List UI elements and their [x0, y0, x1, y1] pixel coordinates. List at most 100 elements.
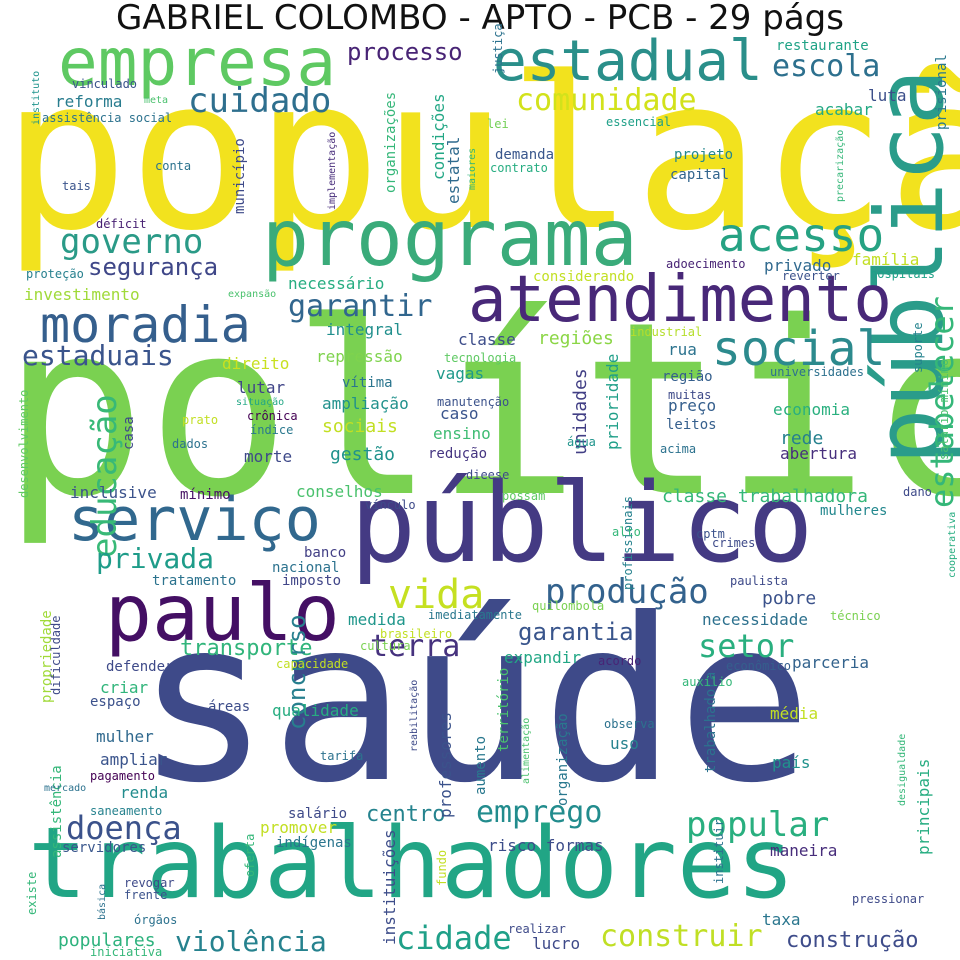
word-cptm: cptm — [696, 527, 725, 541]
word-casa: casa — [121, 416, 137, 450]
word-producao: produção — [545, 572, 709, 612]
word-sociais: sociais — [322, 416, 398, 437]
word-tais: tais — [62, 179, 91, 193]
word-pais: país — [772, 753, 811, 772]
page-title: GABRIEL COLOMBO - APTO - PCB - 29 págs — [116, 0, 844, 38]
word-medida: medida — [348, 610, 406, 629]
word-direito: direito — [222, 354, 290, 373]
word-necessidade: necessidade — [702, 610, 808, 629]
word-alimentacao: alimentação — [521, 717, 532, 784]
word-governo: governo — [60, 222, 204, 262]
word-qualidade: qualidade — [272, 701, 359, 720]
word-dados: dados — [172, 437, 209, 451]
word-acabar: acabar — [815, 100, 873, 119]
word-estadual: estadual — [493, 29, 763, 94]
word-abertura: abertura — [780, 444, 858, 463]
word-inclusive: inclusive — [70, 483, 157, 502]
word-alto: alto — [612, 525, 641, 539]
word-classe: classe — [458, 330, 516, 349]
word-cultura: cultura — [360, 639, 411, 653]
word-manutencao: manutenção — [437, 395, 510, 409]
word-lutar: lutar — [237, 378, 286, 397]
word-assistencia: assistência — [49, 765, 65, 858]
word-empresa: empresa — [58, 24, 337, 101]
word-principais: principais — [914, 758, 933, 855]
word-indice: índice — [250, 423, 294, 437]
word-emprego: emprego — [476, 795, 603, 830]
word-tarifa: tarifa — [320, 749, 364, 763]
word-vagas: vagas — [436, 364, 485, 383]
word-desigualdade: desigualdade — [897, 733, 908, 806]
word-caso: caso — [440, 404, 479, 423]
word-espaco: espaço — [90, 694, 141, 710]
word-organizacao: organização — [555, 713, 571, 806]
word-privada: privada — [96, 542, 215, 575]
word-nacional: nacional — [272, 560, 340, 576]
word-dieese: dieese — [466, 468, 510, 482]
word-dano: dano — [903, 485, 932, 499]
word-mulher: mulher — [96, 727, 154, 746]
word-existe: existe — [25, 871, 39, 915]
word-maiores: maiores — [467, 147, 478, 190]
word-regioes: regiões — [538, 328, 614, 349]
word-reducao: redução — [428, 446, 488, 462]
word-prioridade: prioridade — [603, 353, 622, 450]
word-considerando: considerando — [533, 269, 635, 285]
word-capital: capital — [670, 167, 730, 183]
word-servico: serviço — [68, 485, 321, 555]
word-educacao: educação — [85, 394, 125, 558]
word-rua: rua — [668, 340, 697, 359]
word-muitas: muitas — [668, 388, 712, 402]
word-cuidado: cuidado — [188, 81, 332, 121]
word-maneira: maneira — [770, 841, 838, 860]
word-situacao: situação — [236, 397, 285, 408]
word-tecnico: técnico — [830, 609, 881, 623]
word-meta: meta — [144, 95, 169, 106]
word-professores: professores — [436, 712, 455, 818]
word-imposto: imposto — [282, 573, 342, 589]
word-implementacao: implementação — [327, 131, 338, 210]
word-comunidade: comunidade — [516, 83, 697, 118]
word-universidades: universidades — [770, 365, 864, 379]
word-contrato: contrato — [490, 161, 548, 175]
word-trabalhadores: trabalhadores — [28, 807, 796, 921]
word-expandir: expandir — [504, 648, 582, 667]
word-aumento: aumento — [473, 735, 489, 795]
word-leitos: leitos — [666, 417, 717, 433]
word-saude: saúde — [135, 571, 813, 833]
word-desenvolvimento: desenvolvimento — [17, 389, 31, 498]
word-uso: uso — [610, 734, 639, 753]
word-renda: renda — [120, 783, 169, 802]
word-restaurante: restaurante — [776, 38, 869, 54]
word-risco-formas: risco formas — [488, 836, 604, 855]
word-municipio: município — [232, 138, 248, 214]
word-demanda: demanda — [495, 147, 555, 163]
word-populares: populares — [58, 930, 156, 951]
word-organizacoes: organizações — [383, 91, 399, 193]
word-acordo: acordo — [598, 654, 642, 668]
word-terra: terra — [370, 629, 461, 664]
word-minimo: mínimo — [180, 487, 231, 503]
word-adoecimento: adoecimento — [666, 257, 746, 271]
word-garantia: garantia — [518, 618, 634, 646]
word-realizar: realizar — [508, 922, 566, 936]
word-observa: observa — [604, 717, 655, 731]
word-essencial: essencial — [606, 115, 672, 129]
word-mulheres: mulheres — [820, 503, 888, 519]
word-capacidade: capacidade — [276, 657, 349, 671]
word-conselhos: conselhos — [296, 482, 383, 501]
word-construcao: construção — [786, 928, 919, 953]
word-precarizacao: precarização — [835, 129, 846, 202]
word-tecnologia: tecnologia — [444, 351, 517, 365]
word-media: média — [770, 704, 819, 723]
word-ensino: ensino — [433, 424, 491, 443]
word-projeto: projeto — [674, 147, 734, 163]
word-acesso: acesso — [718, 208, 885, 262]
word-brasileiro: brasileiro — [380, 627, 453, 641]
word-preco: preço — [668, 396, 717, 415]
word-revogar: revogar — [124, 876, 175, 890]
word-reverter: reverter — [782, 269, 840, 283]
word-doenca: doença — [66, 809, 182, 847]
word-indigenas: indígenas — [276, 835, 352, 851]
